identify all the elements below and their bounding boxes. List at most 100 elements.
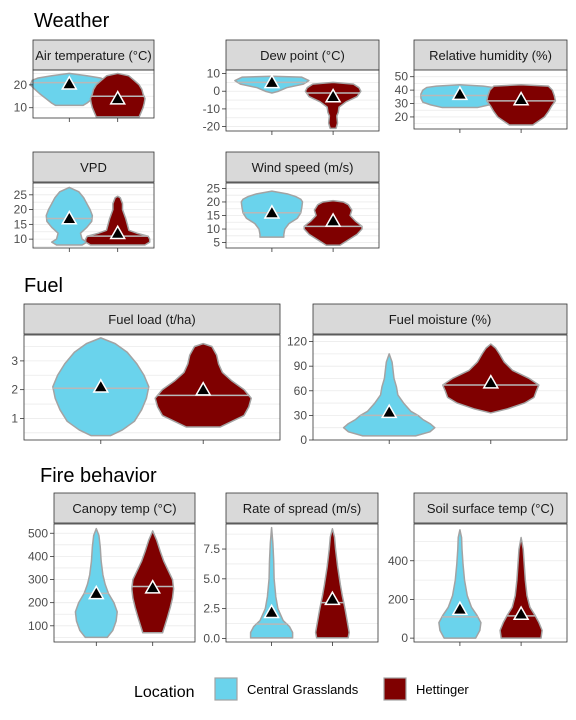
y-tick-label: 0 <box>401 631 408 645</box>
violin-vpd-hettinger <box>84 195 151 246</box>
strip-air-temperature-c <box>32 39 155 71</box>
y-tick-label: 30 <box>395 97 409 111</box>
y-tick-label: 1 <box>11 411 18 425</box>
section-title-fire-behavior: Fire behavior <box>40 465 157 487</box>
panel-rate-of-spread-m-s: Rate of spread (m/s) 0.0 2.5 5.0 7.5 <box>203 492 379 646</box>
y-tick-label: 200 <box>28 596 48 610</box>
mean-marker-rate-of-spread-m-s-central-grasslands <box>263 603 280 619</box>
panel-border-relative-humidity <box>413 69 568 130</box>
legend-title: Location <box>134 684 195 701</box>
strip-vpd <box>32 151 155 183</box>
strip-label-air-temperature-c: Air temperature (°C) <box>35 48 151 63</box>
y-tick-label: 40 <box>395 83 409 97</box>
mean-marker-dew-point-c-hettinger <box>324 88 342 103</box>
y-tick-label: 60 <box>294 384 308 398</box>
panel-border-air-temperature-c <box>32 69 155 119</box>
strip-relative-humidity <box>413 39 568 71</box>
section-title-fuel: Fuel <box>24 275 63 297</box>
mean-marker-canopy-temp-c-hettinger <box>144 579 161 594</box>
strip-label-soil-surface-temp-c: Soil surface temp (°C) <box>427 501 554 516</box>
y-tick-label: 20 <box>207 195 221 209</box>
violin-canopy-temp-c-central-grasslands <box>74 527 118 639</box>
y-tick-label: 5.0 <box>203 572 220 586</box>
panel-border-canopy-temp-c <box>53 523 196 643</box>
strip-soil-surface-temp-c <box>413 492 568 524</box>
gridlines-soil-surface-temp-c <box>414 541 567 639</box>
mean-marker-fuel-load-t-ha-central-grasslands <box>92 378 110 393</box>
y-tick-label: 2 <box>11 383 18 397</box>
panel-dew-point-c: Dew point (°C) -20 -10 0 10 <box>203 39 380 135</box>
y-tick-label: 3 <box>11 354 18 368</box>
y-tick-label: 30 <box>294 408 308 422</box>
panel-border-fuel-load-t-ha <box>23 334 281 441</box>
mean-marker-fuel-load-t-ha-hettinger <box>194 381 212 396</box>
y-tick-label: 300 <box>28 573 48 587</box>
strip-label-vpd: VPD <box>80 160 107 175</box>
y-tick-label: 10 <box>14 232 28 246</box>
y-tick-label: 500 <box>28 526 48 540</box>
y-tick-label: 10 <box>14 101 28 115</box>
y-tick-label: 5 <box>213 236 220 250</box>
mean-marker-fuel-moisture-hettinger <box>482 374 500 389</box>
mean-marker-vpd-central-grasslands <box>61 209 78 225</box>
strip-canopy-temp-c <box>53 492 196 524</box>
legend-key-central-grasslands <box>214 677 238 701</box>
y-tick-label: 0.0 <box>203 631 220 645</box>
mean-marker-relative-humidity-central-grasslands <box>451 85 469 101</box>
y-tick-label: 10 <box>207 222 221 236</box>
panel-fuel-moisture: Fuel moisture (%) 0 30 60 90 120 <box>287 303 568 447</box>
panel-border-fuel-moisture <box>312 334 568 441</box>
mean-marker-wind-speed-m-s-hettinger <box>324 212 342 227</box>
mean-marker-canopy-temp-c-central-grasslands <box>88 584 105 600</box>
legend-key-hettinger <box>383 677 407 701</box>
mean-marker-wind-speed-m-s-central-grasslands <box>263 204 281 219</box>
y-tick-label: 20 <box>395 110 409 124</box>
section-title-weather: Weather <box>34 10 110 32</box>
y-tick-label: 50 <box>395 70 409 84</box>
mean-marker-relative-humidity-hettinger <box>512 90 530 106</box>
panel-border-dew-point-c <box>225 69 380 132</box>
strip-dew-point-c <box>225 39 380 71</box>
panel-fuel-load-t-ha: Fuel load (t/ha) 1 2 3 <box>11 303 281 444</box>
gridlines-rate-of-spread-m-s <box>226 533 378 639</box>
strip-wind-speed-m-s <box>225 151 380 183</box>
strip-fuel-load-t-ha <box>23 303 281 335</box>
y-tick-label: 25 <box>14 188 28 202</box>
strip-label-rate-of-spread-m-s: Rate of spread (m/s) <box>243 501 362 516</box>
mean-marker-dew-point-c-central-grasslands <box>263 73 281 89</box>
violin-soil-surface-temp-c-central-grasslands <box>438 529 482 639</box>
mean-marker-air-temperature-c-central-grasslands <box>61 75 78 90</box>
y-tick-label: 7.5 <box>203 542 220 556</box>
y-tick-label: 400 <box>28 549 48 563</box>
panel-canopy-temp-c: Canopy temp (°C) 100 200 300 400 500 <box>28 492 196 646</box>
y-tick-label: 0 <box>300 433 307 447</box>
strip-label-dew-point-c: Dew point (°C) <box>260 48 345 63</box>
y-tick-label: 120 <box>287 335 307 349</box>
legend: Location Central Grasslands Hettinger <box>134 677 469 701</box>
mean-marker-fuel-moisture-central-grasslands <box>380 403 398 419</box>
strip-fuel-moisture <box>312 303 568 335</box>
y-tick-label: 25 <box>207 181 221 195</box>
y-tick-label: 400 <box>388 554 408 568</box>
violin-rate-of-spread-m-s-central-grasslands <box>249 526 294 639</box>
panel-soil-surface-temp-c: Soil surface temp (°C) 0 200 400 <box>388 492 568 646</box>
panel-border-rate-of-spread-m-s <box>225 523 379 643</box>
legend-label-central-grasslands: Central Grasslands <box>247 682 359 697</box>
y-tick-label: 90 <box>294 359 308 373</box>
violin-soil-surface-temp-c-hettinger <box>499 536 543 639</box>
strip-label-fuel-moisture: Fuel moisture (%) <box>389 312 492 327</box>
y-tick-label: 20 <box>14 78 28 92</box>
y-tick-label: 15 <box>207 209 221 223</box>
mean-marker-soil-surface-temp-c-hettinger <box>512 605 530 620</box>
mean-marker-rate-of-spread-m-s-hettinger <box>324 590 341 606</box>
y-tick-label: 20 <box>14 203 28 217</box>
y-tick-label: 10 <box>207 67 221 81</box>
violin-rate-of-spread-m-s-hettinger <box>314 528 350 639</box>
panel-border-vpd <box>32 182 155 249</box>
strip-label-fuel-load-t-ha: Fuel load (t/ha) <box>108 312 195 327</box>
strip-rate-of-spread-m-s <box>225 492 379 524</box>
